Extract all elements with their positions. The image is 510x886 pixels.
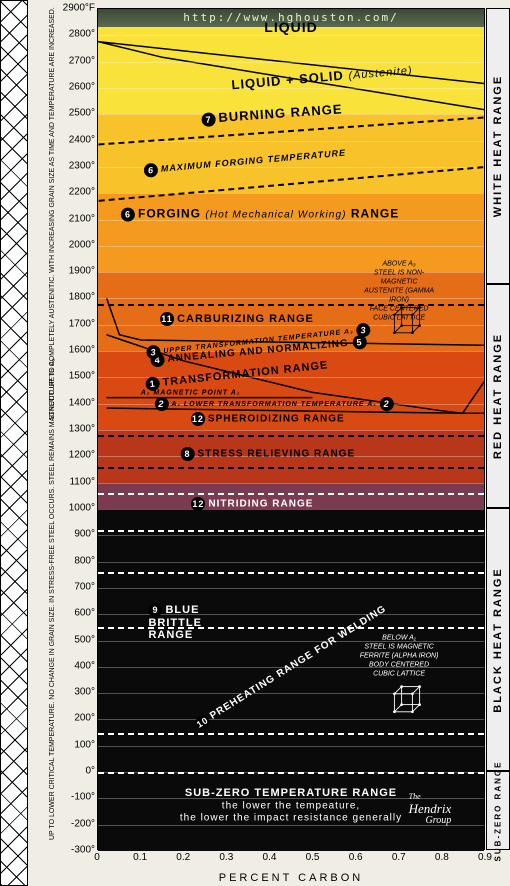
y-tick: 1400° [69,397,95,408]
right-range-strip: WHITE HEAT RANGE RED HEAT RANGE BLACK HEAT… [486,8,510,850]
heat-range-label: BLACK HEAT RANGE [492,567,504,712]
range-boundary-dashed [98,530,484,532]
lattice-cube-icon [389,304,425,340]
plot-area: http://www.hghouston.com/ LIQUIDLIQUID +… [97,8,485,850]
heat-range-box: WHITE HEAT RANGE [486,8,510,284]
y-tick: 1200° [69,450,95,461]
y-tick: 2800° [69,29,95,40]
y-tick: 1600° [69,345,95,356]
y-tick: 1100° [69,476,95,487]
y-tick: -100° [71,792,95,803]
range-boundary-dashed [98,733,484,735]
y-tick: 200° [74,713,95,724]
range-label: 12SPHEROIDIZING RANGE [191,412,345,426]
heat-range-label: WHITE HEAT RANGE [492,75,504,217]
y-tick: -200° [71,818,95,829]
y-tick: 2900°F [63,3,95,14]
x-tick: 0.4 [262,852,276,863]
gridline [98,562,484,563]
grain-texture-strip [0,0,28,886]
y-tick: 2300° [69,160,95,171]
y-tick: 300° [74,687,95,698]
y-tick: 1800° [69,292,95,303]
range-label: 9BLUEBRITTLERANGE [148,603,201,641]
y-tick: 1500° [69,371,95,382]
range-label: the lower the impact resistance generall… [180,813,402,824]
heat-range-box: RED HEAT RANGE [486,284,510,508]
lattice-cube-icon [389,683,425,719]
range-label: SUB-ZERO TEMPERATURE RANGE [185,787,397,799]
x-tick: 0.5 [306,852,320,863]
y-tick: 1300° [69,424,95,435]
x-axis-label: PERCENT CARBON [219,872,363,884]
gridline [98,88,484,89]
y-tick: 2000° [69,239,95,250]
range-label: A₂ MAGNETIC POINT A₂ [141,390,241,397]
gridline [98,746,484,747]
gridline [98,483,484,484]
x-tick: 0 [94,852,100,863]
gridline [98,719,484,720]
hendrix-group-logo: TheHendrixGroup [409,791,452,827]
x-axis: PERCENT CARBON 0 0.1 0.2 0.3 0.4 0.5 0.6 0.7 0.8… [97,850,485,886]
x-tick: 0.3 [219,852,233,863]
x-tick: 0.6 [349,852,363,863]
range-label: 2A₁ LOWER TRANSFORMATION TEMPERATURE A₁ … [154,397,396,411]
range-label: 12NITRIDING RANGE [191,497,313,511]
y-tick: 700° [74,581,95,592]
range-boundary-dashed [98,772,484,774]
x-tick: 0.7 [392,852,406,863]
lattice-note: BELOW A₁STEEL IS MAGNETICFERRITE (ALPHA … [360,634,439,679]
y-tick: 2700° [69,55,95,66]
y-tick: 2500° [69,108,95,119]
heat-range-box: BLACK HEAT RANGE [486,508,510,771]
y-tick: 800° [74,555,95,566]
x-tick: 0.2 [176,852,190,863]
y-tick: 2400° [69,134,95,145]
y-tick: 900° [74,529,95,540]
range-label: 11CARBURIZING RANGE [160,312,314,326]
y-tick: 1700° [69,318,95,329]
heat-range-box: SUB-ZERO RANGE [486,771,510,850]
gridline [98,693,484,694]
y-axis: -300°-200°-100°0°100°200°300°400°500°600… [55,0,97,850]
y-tick: 0° [85,766,95,777]
gridline [98,246,484,247]
left-margin-column: STRUCTURE IS COMPLETELY AUSTENITIC. WITH… [0,0,55,886]
range-label: 8STRESS RELIEVING RANGE [181,447,356,461]
range-boundary-dashed [98,493,484,495]
y-tick: 500° [74,634,95,645]
y-tick: 1900° [69,266,95,277]
x-tick: 0.8 [435,852,449,863]
y-tick: 2600° [69,81,95,92]
chart-area: -300° -200° -100° 0° 100° 200° 300° 400° 500° 600… [55,0,510,886]
range-boundary-dashed [98,467,484,469]
gridline [98,588,484,589]
gridline [98,62,484,63]
gridline [98,430,484,431]
gridline [98,535,484,536]
y-tick: -300° [71,845,95,856]
y-tick: 400° [74,660,95,671]
y-tick: 600° [74,608,95,619]
y-tick: 2200° [69,187,95,198]
heat-range-label: SUB-ZERO RANGE [494,760,503,861]
y-tick: 100° [74,739,95,750]
left-rotated-notes: STRUCTURE IS COMPLETELY AUSTENITIC. WITH… [28,0,55,886]
gridline [98,35,484,36]
range-boundary-dashed [98,572,484,574]
heat-range-label: RED HEAT RANGE [492,333,504,459]
y-tick: 2100° [69,213,95,224]
x-tick: 0.9 [478,852,492,863]
y-tick: 1000° [69,502,95,513]
range-label: the lower the tempeature, [222,801,360,812]
x-tick: 0.1 [133,852,147,863]
range-label: LIQUID [264,19,317,35]
range-boundary-dashed [98,435,484,437]
range-label: 6FORGING (Hot Mechanical Working) RANGE [121,207,399,222]
